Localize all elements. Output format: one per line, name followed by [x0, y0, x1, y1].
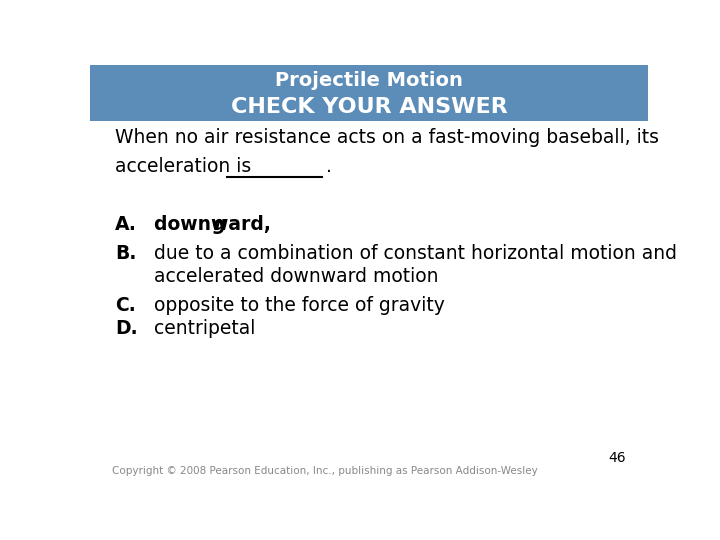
Text: g: g	[212, 215, 225, 234]
Text: When no air resistance acts on a fast-moving baseball, its: When no air resistance acts on a fast-mo…	[115, 128, 659, 147]
Text: D.: D.	[115, 319, 138, 339]
Text: opposite to the force of gravity: opposite to the force of gravity	[154, 296, 445, 315]
Text: centripetal: centripetal	[154, 319, 256, 339]
Text: CHECK YOUR ANSWER: CHECK YOUR ANSWER	[230, 97, 508, 117]
Text: A.: A.	[115, 215, 137, 234]
Text: accelerated downward motion: accelerated downward motion	[154, 267, 438, 286]
Text: Projectile Motion: Projectile Motion	[275, 71, 463, 90]
Text: .: .	[326, 157, 332, 176]
Text: Copyright © 2008 Pearson Education, Inc., publishing as Pearson Addison-Wesley: Copyright © 2008 Pearson Education, Inc.…	[112, 467, 538, 476]
Text: C.: C.	[115, 296, 136, 315]
Text: acceleration is: acceleration is	[115, 157, 251, 176]
Text: due to a combination of constant horizontal motion and: due to a combination of constant horizon…	[154, 245, 678, 264]
FancyBboxPatch shape	[90, 65, 648, 121]
Text: B.: B.	[115, 245, 137, 264]
Text: 46: 46	[608, 451, 626, 465]
Text: downward,: downward,	[154, 215, 277, 234]
